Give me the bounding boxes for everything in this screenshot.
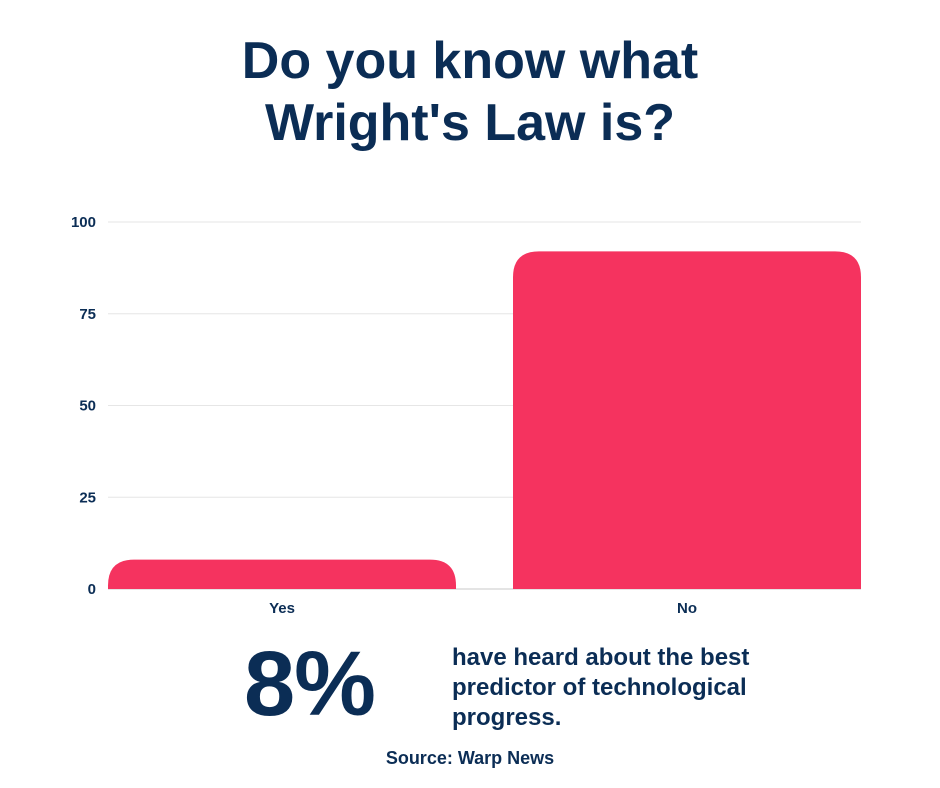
highlight-description: have heard about the best predictor of t… <box>452 643 812 733</box>
highlight-description-line-3: progress. <box>452 704 562 731</box>
y-tick-label: 0 <box>88 581 96 598</box>
x-category-label: Yes <box>269 600 295 617</box>
bar-yes <box>108 559 456 589</box>
y-tick-label: 50 <box>79 398 96 415</box>
chart-title: Do you know what Wright's Law is? <box>0 30 940 154</box>
y-tick-label: 100 <box>71 214 96 231</box>
bar-chart: 0 25 50 75 100 Yes No <box>71 214 861 617</box>
highlight-percentage: 8% <box>244 633 376 735</box>
chart-title-line-2: Wright's Law is? <box>264 94 676 152</box>
bar-no <box>513 251 861 590</box>
chart-title-line-1: Do you know what <box>241 32 699 90</box>
highlight-description-line-1: have heard about the best <box>452 644 750 671</box>
y-tick-label: 75 <box>79 306 96 323</box>
source-note: Source: Warp News <box>385 748 555 768</box>
highlight-description-line-2: predictor of technological <box>452 674 747 701</box>
x-category-label: No <box>677 600 697 617</box>
y-tick-label: 25 <box>79 489 96 506</box>
